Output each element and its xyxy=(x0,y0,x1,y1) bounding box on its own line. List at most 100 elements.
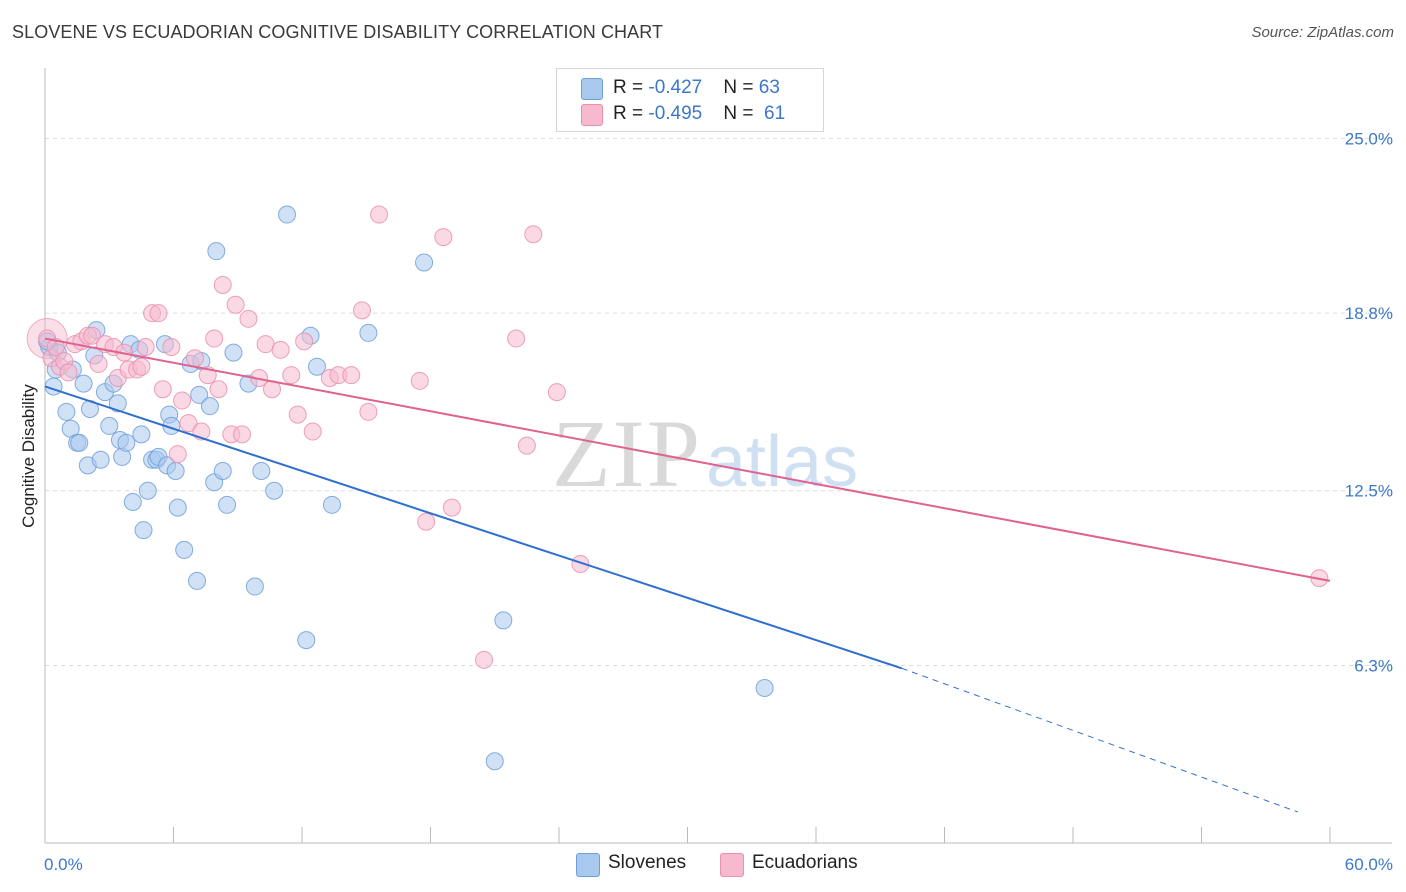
ecuadorians-point xyxy=(282,366,301,385)
ecuadorians-point xyxy=(46,338,65,356)
ecuadorians-n-value: 61 xyxy=(764,103,786,124)
slovenes-point xyxy=(200,397,219,416)
ecuadorians-point xyxy=(475,650,494,669)
slovenes-point xyxy=(117,433,136,452)
ecuadorians-point xyxy=(370,205,389,224)
ecuadorians-point xyxy=(359,402,378,421)
ecuadorians-point xyxy=(271,340,290,359)
chart-title: SLOVENE VS ECUADORIAN COGNITIVE DISABILI… xyxy=(12,22,664,42)
x-tick-label: 60.0% xyxy=(1345,855,1393,874)
slovenes-swatch xyxy=(581,78,603,100)
slovenes-r-label: R = xyxy=(613,77,649,98)
ecuadorians-point xyxy=(295,332,314,351)
y-axis-label: Cognitive Disability xyxy=(19,384,38,528)
ecuadorians-point xyxy=(288,405,307,424)
ecuadorians-point xyxy=(132,357,151,376)
ecuadorians-point xyxy=(517,436,536,455)
slovenes-point xyxy=(132,425,151,444)
slovenes-point xyxy=(245,577,264,596)
y-tick-label: 12.5% xyxy=(1345,482,1393,501)
slovenes-stats-text: R = -0.427 N = 63 xyxy=(613,77,780,99)
slovenes-point xyxy=(415,253,434,272)
ecuadorians-point xyxy=(233,425,252,444)
slovenes-legend-swatch xyxy=(576,853,600,877)
ecuadorians-point xyxy=(524,225,543,244)
slovenes-point xyxy=(74,374,93,393)
slovenes-point xyxy=(224,343,243,362)
slovenes-point xyxy=(134,521,153,540)
slovenes-point xyxy=(278,205,297,224)
ecuadorians-point xyxy=(352,301,371,320)
slovenes-point xyxy=(494,611,513,630)
slovenes-point xyxy=(252,462,271,480)
y-tick-label: 18.8% xyxy=(1345,304,1393,323)
slovenes-legend-label: Slovenes xyxy=(608,852,687,873)
ecuadorians-stats-text: R = -0.495 N = 61 xyxy=(613,103,785,125)
slovenes-point xyxy=(138,481,157,500)
slovenes-point xyxy=(359,323,378,342)
ecuadorians-point xyxy=(209,380,228,399)
ecuadorians-point xyxy=(507,329,526,348)
slovenes-point xyxy=(175,540,194,559)
ecuadorians-point xyxy=(226,295,245,314)
slovenes-point xyxy=(188,571,207,590)
ecuadorians-n-label: N = xyxy=(723,103,759,124)
slovenes-point xyxy=(70,433,89,452)
ecuadorians-point xyxy=(136,338,155,356)
ecuadorians-point xyxy=(149,304,168,323)
slovenes-point xyxy=(168,498,187,517)
ecuadorians-point xyxy=(547,383,566,402)
slovenes-trend-line xyxy=(44,385,902,670)
slovenes-point xyxy=(755,679,774,697)
ecuadorians-point xyxy=(185,349,204,368)
ecuadorians-point xyxy=(89,354,108,373)
ecuadorians-point xyxy=(442,498,461,517)
ecuadorians-point xyxy=(205,329,224,348)
slovenes-point xyxy=(100,416,119,435)
source-label: Source: ZipAtlas.com xyxy=(1251,24,1394,41)
slovenes-point xyxy=(307,357,326,376)
slovenes-point xyxy=(297,631,316,650)
y-tick-label: 25.0% xyxy=(1345,129,1393,148)
ecuadorians-point xyxy=(256,335,275,354)
ecuadorians-trend-line xyxy=(44,337,1331,582)
slovenes-point xyxy=(207,242,226,261)
ecuadorians-point xyxy=(213,276,232,294)
ecuadorians-point xyxy=(417,512,436,531)
ecuadorians-point xyxy=(162,338,181,356)
ecuadorians-point xyxy=(59,363,78,382)
ecuadorians-point xyxy=(153,380,172,399)
ecuadorians-point xyxy=(303,422,322,441)
stats-box: R = -0.427 N = 63 R = -0.495 N = 61 xyxy=(556,68,824,132)
slovenes-point xyxy=(57,402,76,421)
ecuadorians-point xyxy=(342,366,361,385)
slovenes-n-label: N = xyxy=(723,77,759,98)
ecuadorians-point xyxy=(83,326,102,345)
x-tick-label: 0.0% xyxy=(44,855,83,874)
slovenes-r-value: -0.427 xyxy=(648,77,703,98)
ecuadorians-r-value: -0.495 xyxy=(648,103,703,124)
ecuadorians-point xyxy=(173,391,192,410)
slovenes-n-value: 63 xyxy=(758,77,780,98)
slovenes-point xyxy=(91,450,110,469)
ecuadorians-r-label: R = xyxy=(613,103,649,124)
ecuadorians-legend-label: Ecuadorians xyxy=(752,852,858,873)
slovenes-point xyxy=(123,493,142,511)
ecuadorians-point xyxy=(434,228,453,247)
ecuadorians-swatch xyxy=(581,104,603,126)
slovenes-point xyxy=(218,495,237,514)
ecuadorians-legend-swatch xyxy=(720,853,744,877)
slovenes-point xyxy=(265,481,284,500)
ecuadorians-point xyxy=(239,309,258,328)
ecuadorians-point xyxy=(410,371,429,390)
ecuadorians-point xyxy=(179,414,198,433)
slovenes-trend-line-extension xyxy=(901,667,1299,813)
ecuadorians-point xyxy=(571,555,590,573)
slovenes-point xyxy=(166,462,185,480)
slovenes-point xyxy=(190,385,209,404)
ecuadorians-point xyxy=(168,445,187,464)
slovenes-point xyxy=(322,495,341,514)
slovenes-point xyxy=(213,462,232,480)
slovenes-point xyxy=(485,752,504,771)
